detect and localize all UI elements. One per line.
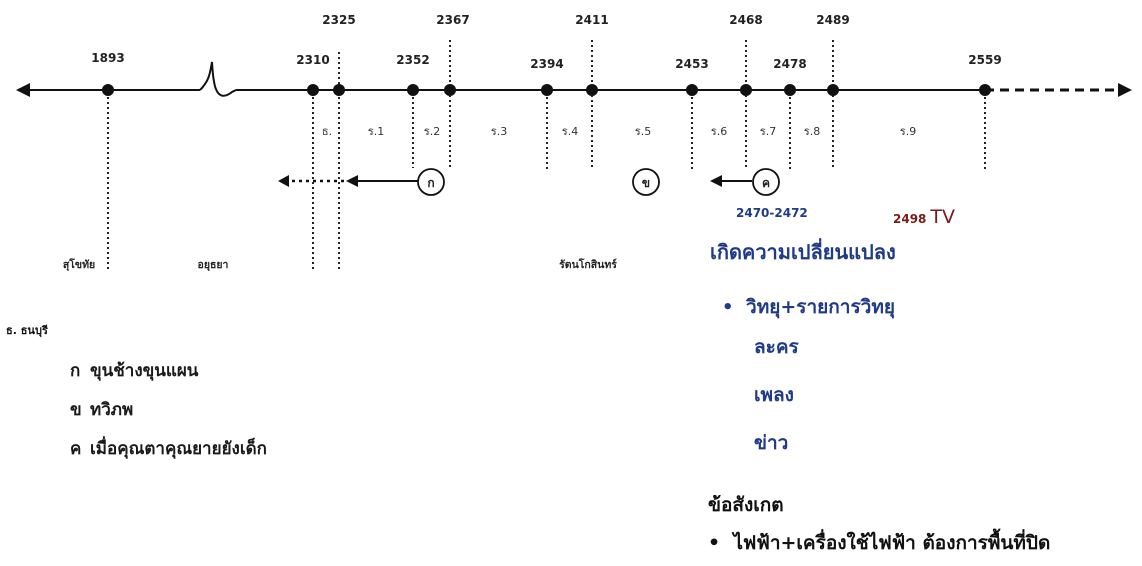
- timeline-diagram: 1893 2310 2325 2352 2367 2394 2411 2453 …: [16, 13, 1132, 272]
- legend-item: ค เมื่อคุณตาคุณยายยังเด็ก: [70, 435, 267, 462]
- observation-item: • ไฟฟ้า+เครื่องใช้ไฟฟ้า ต้องการพื้นที่ปิ…: [708, 528, 1050, 558]
- year-label-2489: 2489: [816, 13, 849, 27]
- marker-kho-khwai-arrowhead-icon: [710, 175, 722, 187]
- change-sub-item: เพลง: [754, 384, 794, 406]
- period-label-r7: ร.7: [760, 125, 776, 138]
- marker-ko-arrowhead-icon: [346, 175, 358, 187]
- year-label-2468: 2468: [729, 13, 762, 27]
- dot-1893: [102, 84, 114, 96]
- marker-kho-letter: ข: [642, 176, 650, 190]
- observation-text: ไฟฟ้า+เครื่องใช้ไฟฟ้า ต้องการพื้นที่ปิด: [733, 532, 1051, 554]
- year-label-2310: 2310: [296, 53, 329, 67]
- year-dots: [102, 84, 991, 96]
- year-label-2411: 2411: [575, 13, 608, 27]
- marker-kho-circle: [632, 168, 660, 196]
- change-bullet: • วิทยุ+รายการวิทยุ: [722, 292, 895, 322]
- period-label-thonburi: ธ.: [322, 125, 332, 138]
- tv-year: 2498: [893, 212, 927, 226]
- era-label-ayutthaya: อยุธยา: [198, 259, 229, 272]
- legend-label: ขุนช้างขุนแผน: [90, 361, 199, 381]
- bullet-dot-icon: •: [708, 532, 734, 554]
- year-label-2325: 2325: [322, 13, 355, 27]
- year-label-2559: 2559: [968, 53, 1001, 67]
- tv-note: 2498 TV: [893, 206, 955, 228]
- legend-item: ข ทวิภพ: [70, 396, 133, 423]
- arrow-left-icon: [16, 83, 30, 97]
- period-label-r9: ร.9: [900, 125, 916, 138]
- marker-ko-dotted-arrowhead-icon: [278, 175, 289, 187]
- marker-ko-letter: ก: [427, 176, 434, 190]
- dot-2394: [541, 84, 553, 96]
- marker-kho-khwai-circle: [752, 168, 780, 196]
- year-label-2453: 2453: [675, 57, 708, 71]
- tv-label: TV: [930, 206, 956, 228]
- dot-2352: [407, 84, 419, 96]
- dot-2489: [827, 84, 839, 96]
- legend-label: เมื่อคุณตาคุณยายยังเด็ก: [90, 439, 267, 459]
- period-label-r5: ร.5: [635, 125, 651, 138]
- year-label-2394: 2394: [530, 57, 563, 71]
- year-label-2352: 2352: [396, 53, 429, 67]
- marker-kho-khwai-letter: ค: [762, 176, 770, 190]
- dot-2325: [333, 84, 345, 96]
- change-sub-item: ข่าว: [754, 432, 789, 454]
- legend-key: ค: [70, 439, 82, 459]
- period-label-r3: ร.3: [491, 125, 507, 138]
- dot-2411: [586, 84, 598, 96]
- dot-2453: [686, 84, 698, 96]
- dot-2367: [444, 84, 456, 96]
- change-heading: เกิดความเปลี่ยนแปลง: [710, 240, 896, 264]
- legend-note: ธ. ธนบุรี: [6, 324, 48, 337]
- period-label-r1: ร.1: [368, 125, 384, 138]
- period-label-r8: ร.8: [804, 125, 820, 138]
- period-label-r4: ร.4: [562, 125, 578, 138]
- legend-item: ก ขุนช้างขุนแผน: [70, 357, 198, 384]
- dot-2478: [784, 84, 796, 96]
- dot-2468: [740, 84, 752, 96]
- dot-2559: [979, 84, 991, 96]
- radio-years-range: 2470-2472: [736, 206, 808, 220]
- era-label-sukhothai: สุโขทัย: [63, 258, 95, 272]
- marker-ko-circle: [417, 168, 445, 196]
- legend-key: ก: [70, 361, 81, 381]
- period-label-r2: ร.2: [424, 125, 440, 138]
- year-label-2478: 2478: [773, 57, 806, 71]
- dot-2310: [307, 84, 319, 96]
- arrow-right-icon: [1118, 83, 1132, 97]
- era-label-rattanakosin: รัตนโกสินทร์: [559, 258, 617, 271]
- bullet-text: วิทยุ+รายการวิทยุ: [746, 296, 896, 318]
- year-label-1893: 1893: [91, 51, 124, 65]
- legend-label: ทวิภพ: [90, 400, 134, 420]
- year-label-2367: 2367: [436, 13, 469, 27]
- axis-break: [199, 61, 237, 97]
- bullet-dot-icon: •: [722, 297, 747, 318]
- observation-title: ข้อสังเกต: [708, 494, 784, 516]
- legend-key: ข: [70, 400, 82, 420]
- change-sub-item: ละคร: [754, 336, 799, 358]
- period-label-r6: ร.6: [711, 125, 727, 138]
